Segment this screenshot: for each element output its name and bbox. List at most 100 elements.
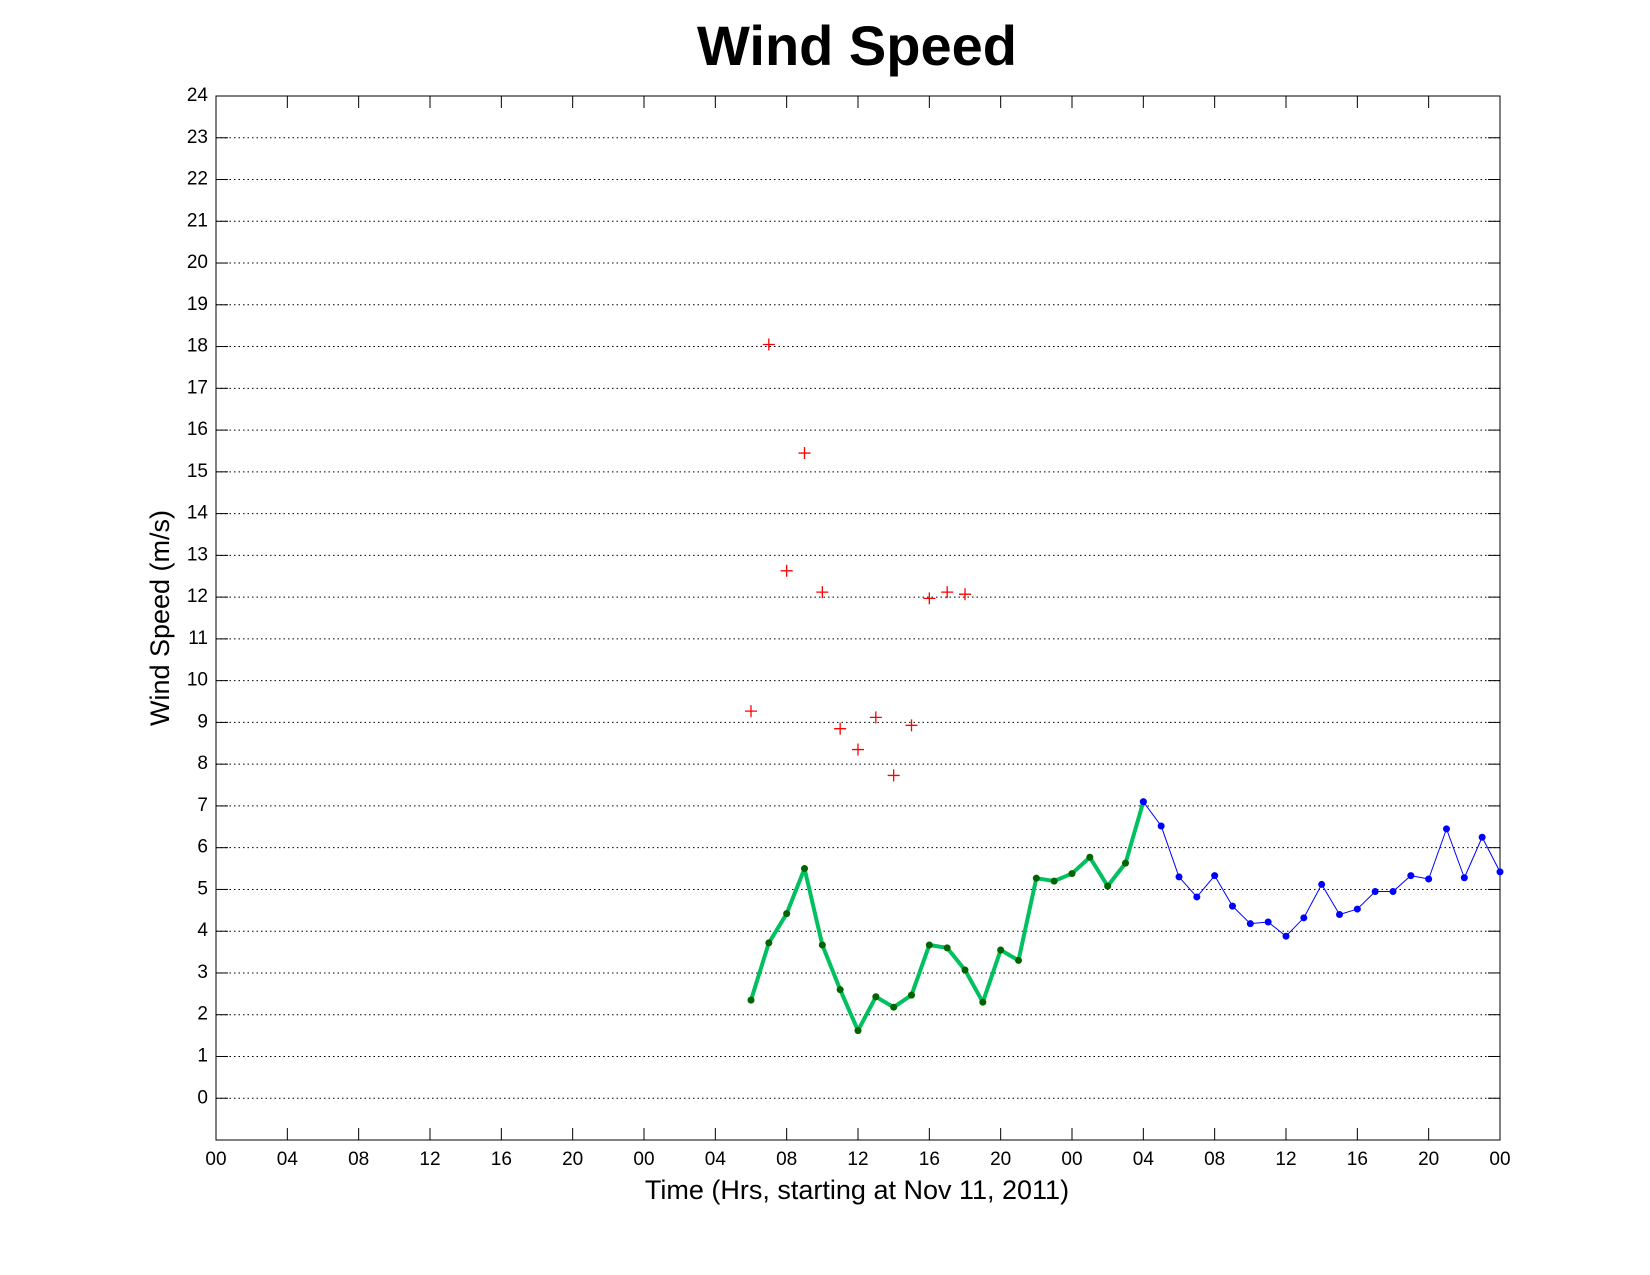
marker [1139, 798, 1147, 806]
y-tick-label: 9 [197, 711, 208, 732]
marker [854, 1027, 862, 1035]
y-tick-label: 11 [188, 628, 208, 649]
marker [1282, 932, 1290, 940]
x-tick-label: 20 [1418, 1149, 1439, 1170]
marker [1318, 880, 1326, 888]
y-tick-label: 17 [187, 377, 208, 398]
marker [887, 769, 900, 782]
marker [1086, 853, 1094, 861]
x-tick-label: 00 [633, 1149, 654, 1170]
y-tick-label: 23 [187, 127, 208, 148]
x-tick-label: 20 [990, 1149, 1011, 1170]
marker [905, 719, 918, 732]
y-tick-label: 12 [187, 586, 208, 607]
y-axis-label: Wind Speed (m/s) [145, 510, 175, 726]
x-tick-label: 08 [348, 1149, 369, 1170]
x-tick-label: 16 [919, 1149, 940, 1170]
x-tick-label: 04 [1133, 1149, 1155, 1170]
x-tick-label: 16 [1347, 1149, 1368, 1170]
marker [1336, 910, 1343, 918]
marker [834, 722, 847, 735]
marker [1425, 875, 1433, 883]
marker [852, 743, 864, 756]
x-axis-label: Time (Hrs, starting at Nov 11, 2011) [645, 1175, 1069, 1205]
x-tick-label: 20 [562, 1149, 583, 1170]
y-tick-label: 2 [197, 1004, 208, 1025]
marker [747, 996, 755, 1004]
x-tick-label: 08 [776, 1149, 797, 1170]
chart-title: Wind Speed [697, 14, 1017, 77]
y-tick-label: 7 [197, 795, 208, 816]
marker [961, 966, 969, 974]
y-tick-label: 13 [187, 544, 208, 565]
x-tick-label: 12 [1275, 1149, 1296, 1170]
plot-frame [215, 95, 1501, 1141]
y-tick-label: 3 [197, 962, 208, 983]
marker [745, 705, 757, 718]
marker [941, 586, 954, 599]
x-tick-label: 00 [205, 1149, 226, 1170]
marker [1407, 872, 1415, 880]
marker [1460, 874, 1468, 882]
y-tick-label: 18 [187, 336, 208, 357]
marker [1229, 902, 1236, 910]
marker [818, 941, 826, 949]
marker [1015, 956, 1022, 964]
marker [1478, 833, 1486, 841]
marker [783, 910, 791, 918]
y-tick-label: 6 [197, 837, 208, 858]
marker [801, 865, 808, 873]
y-tick-label: 19 [187, 294, 208, 315]
marker [923, 592, 936, 605]
x-tick-label: 04 [705, 1149, 727, 1170]
marker [816, 586, 829, 599]
y-tick-label: 4 [197, 920, 208, 941]
y-tick-label: 20 [187, 252, 208, 273]
y-tick-label: 0 [197, 1087, 208, 1108]
marker [1104, 882, 1112, 890]
x-tick-label: 04 [277, 1149, 299, 1170]
marker [1264, 918, 1272, 926]
x-tick-label: 00 [1061, 1149, 1082, 1170]
marker [1246, 920, 1254, 928]
marker [1193, 893, 1201, 901]
marker [1211, 872, 1219, 880]
marker [836, 986, 844, 994]
y-tick-label: 21 [187, 210, 208, 231]
marker [869, 711, 882, 724]
marker [765, 939, 773, 947]
marker [872, 993, 880, 1001]
marker [925, 941, 933, 949]
marker [798, 447, 811, 460]
y-tick-label: 5 [197, 878, 208, 899]
marker [1175, 873, 1183, 881]
marker [959, 588, 971, 601]
marker [1032, 874, 1040, 882]
x-tick-label: 12 [847, 1149, 868, 1170]
y-tick-label: 1 [197, 1045, 208, 1066]
x-tick-label: 16 [491, 1149, 512, 1170]
marker [1443, 825, 1450, 833]
marker [1371, 888, 1379, 896]
marker [780, 564, 793, 577]
marker [1050, 877, 1058, 885]
y-tick-label: 15 [187, 461, 208, 482]
marker [1389, 888, 1397, 896]
marker [908, 991, 915, 999]
x-tick-label: 12 [419, 1149, 440, 1170]
y-tick-label: 22 [187, 169, 208, 190]
marker [1496, 868, 1504, 876]
y-tick-label: 10 [187, 670, 208, 691]
marker [1122, 859, 1129, 867]
marker [997, 946, 1005, 954]
y-tick-label: 16 [187, 419, 208, 440]
y-tick-label: 14 [187, 503, 209, 524]
marker [890, 1003, 898, 1011]
marker [1300, 914, 1308, 922]
marker [1157, 822, 1165, 830]
y-tick-label: 8 [197, 753, 208, 774]
marker [979, 998, 987, 1006]
x-tick-label: 08 [1204, 1149, 1225, 1170]
